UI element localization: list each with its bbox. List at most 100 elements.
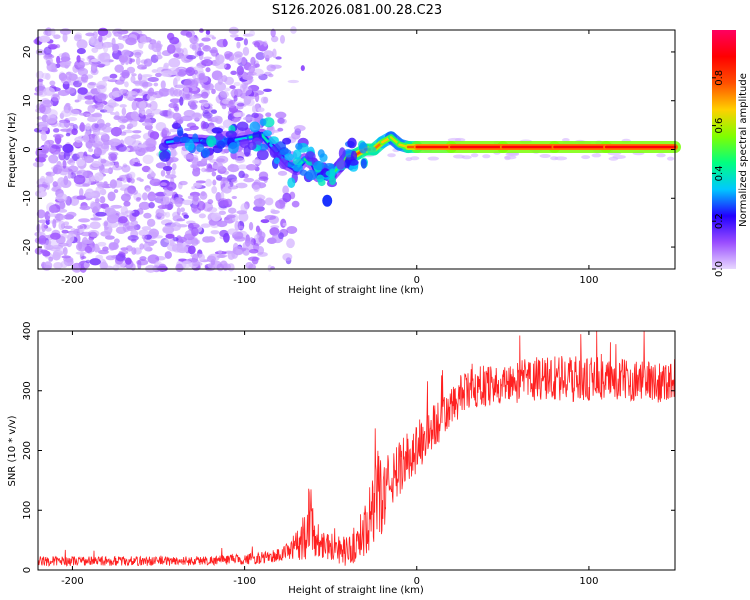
spectrogram-noise-blob — [156, 50, 162, 56]
spectrogram-noise-blob — [185, 31, 193, 38]
signal-track-blob — [262, 130, 272, 137]
spectrogram-noise-blob — [286, 238, 295, 249]
spectrogram-noise-blob — [146, 103, 152, 108]
spectrogram-noise-blob — [119, 72, 130, 77]
spectrogram-noise-blob — [216, 263, 224, 272]
signal-track-blob — [256, 149, 269, 161]
signal-track-blob — [247, 141, 257, 151]
spectrogram-noise-blob — [92, 206, 99, 214]
spectrogram-noise-blob — [167, 108, 173, 119]
spectrogram-noise-blob — [154, 212, 165, 221]
spectrogram-noise-blob — [233, 88, 243, 98]
spectrogram-noise-blob — [264, 197, 274, 206]
spectrogram-noise-blob — [93, 233, 98, 237]
spectrogram-noise-blob — [233, 51, 243, 58]
spectrogram-noise-blob — [82, 134, 90, 143]
spectrogram-noise-blob — [612, 154, 626, 159]
spectrogram-noise-blob — [176, 207, 181, 216]
spectrogram-noise-blob — [63, 225, 73, 229]
spectrogram-noise-blob — [168, 57, 181, 68]
snr-y-axis-label: SNR (10 * v/v) — [7, 415, 18, 486]
spectrogram-noise-blob — [75, 251, 87, 255]
spectrogram-noise-blob — [43, 30, 49, 36]
signal-track-blob — [171, 122, 182, 130]
spectrogram-noise-blob — [562, 138, 570, 143]
spectrogram-noise-blob — [73, 34, 82, 42]
spectrogram-noise-blob — [99, 196, 106, 204]
spectrogram-noise-blob — [204, 168, 214, 173]
spectrogram-noise-blob — [227, 185, 239, 190]
spectrogram-x-axis-label: Height of straight line (km) — [288, 285, 424, 296]
spectrogram-noise-blob — [114, 64, 124, 73]
spectrogram-noise-blob — [161, 127, 170, 135]
spectrogram-noise-blob — [122, 177, 128, 183]
spectrogram-noise-blob — [52, 166, 58, 174]
spectrogram-noise-blob — [180, 207, 186, 213]
spectrogram-noise-blob — [171, 168, 176, 177]
spectrogram-noise-blob — [61, 52, 70, 62]
spectrogram-noise-blob — [191, 226, 199, 237]
spectrogram-noise-blob — [114, 161, 120, 169]
spectrogram-y-tick-label: -20 — [22, 239, 33, 255]
signal-track-blob — [268, 136, 279, 145]
spectrogram-noise-blob — [158, 263, 167, 271]
spectrogram-noise-blob — [656, 153, 666, 158]
spectrogram-noise-blob — [62, 246, 68, 256]
spectrogram-noise-blob — [100, 133, 110, 143]
signal-track-blob — [274, 141, 286, 152]
spectrogram-noise-blob — [235, 248, 243, 255]
spectrogram-noise-blob — [63, 175, 69, 186]
spectrogram-noise-blob — [184, 239, 197, 245]
spectrogram-noise-blob — [36, 116, 42, 120]
signal-track-blob — [317, 149, 325, 158]
spectrogram-x-tick-label: -200 — [61, 275, 84, 286]
spectrogram-noise-blob — [78, 218, 91, 223]
spectrogram-noise-blob — [87, 140, 93, 145]
spectrogram-noise-blob — [146, 173, 152, 180]
spectrogram-noise-blob — [124, 210, 135, 214]
colorbar-tick-label: 0.8 — [714, 70, 725, 86]
spectrogram-noise-blob — [94, 172, 104, 182]
spectrogram-noise-blob — [69, 122, 75, 127]
colorbar-tick-label: 0.2 — [714, 213, 725, 229]
snr-y-ticks: 0 100 200 300 400 — [22, 321, 675, 573]
spectrogram-noise-blob — [95, 186, 102, 193]
spectrogram-noise-blob — [233, 95, 238, 102]
spectrogram-noise-blob — [107, 191, 116, 202]
spectrogram-noise-blob — [666, 156, 675, 161]
snr-x-axis-label: Height of straight line (km) — [288, 585, 424, 596]
spectrogram-noise-blob — [282, 185, 290, 195]
spectrogram-noise-blob — [189, 42, 202, 50]
snr-x-tick-label: 100 — [579, 576, 598, 587]
signal-track-blob — [259, 118, 267, 127]
spectrogram-noise-blob — [215, 54, 225, 65]
spectrogram-noise-blob — [251, 256, 259, 265]
spectrogram-noise-blob — [228, 26, 239, 35]
spectrogram-noise-blob — [41, 126, 49, 132]
spectrogram-noise-blob — [34, 247, 44, 255]
signal-track-blob — [305, 151, 316, 162]
spectrogram-noise-blob — [482, 154, 491, 159]
spectrogram-noise-blob — [89, 221, 101, 230]
spectrogram-noise-blob — [254, 103, 260, 110]
spectrogram-noise-blob — [96, 83, 107, 94]
spectrogram-noise-blob — [36, 209, 46, 219]
spectrogram-noise-blob — [181, 115, 193, 122]
spectrogram-noise-blob — [191, 204, 198, 213]
spectrogram-noise-blob — [57, 177, 66, 187]
spectrogram-noise-blob — [265, 112, 272, 118]
spectrogram-noise-blob — [164, 251, 172, 259]
spectrogram-noise-blob — [91, 113, 103, 118]
spectrogram-y-ticks: -20 -10 0 10 20 — [22, 46, 675, 255]
spectrogram-noise-blob — [47, 109, 58, 118]
spectrogram-noise-blob — [72, 141, 83, 147]
spectrogram-noise-blob — [79, 205, 91, 211]
spectrogram-noise-blob — [246, 96, 256, 100]
spectrogram-noise-blob — [211, 186, 218, 194]
spectrogram-noise-blob — [72, 262, 82, 271]
spectrogram-noise-blob — [133, 97, 144, 102]
spectrogram-noise-blob — [118, 54, 128, 63]
spectrogram-noise-blob — [223, 51, 233, 58]
spectrogram-noise-blob — [137, 144, 149, 148]
spectrogram-noise-blob — [60, 76, 72, 85]
